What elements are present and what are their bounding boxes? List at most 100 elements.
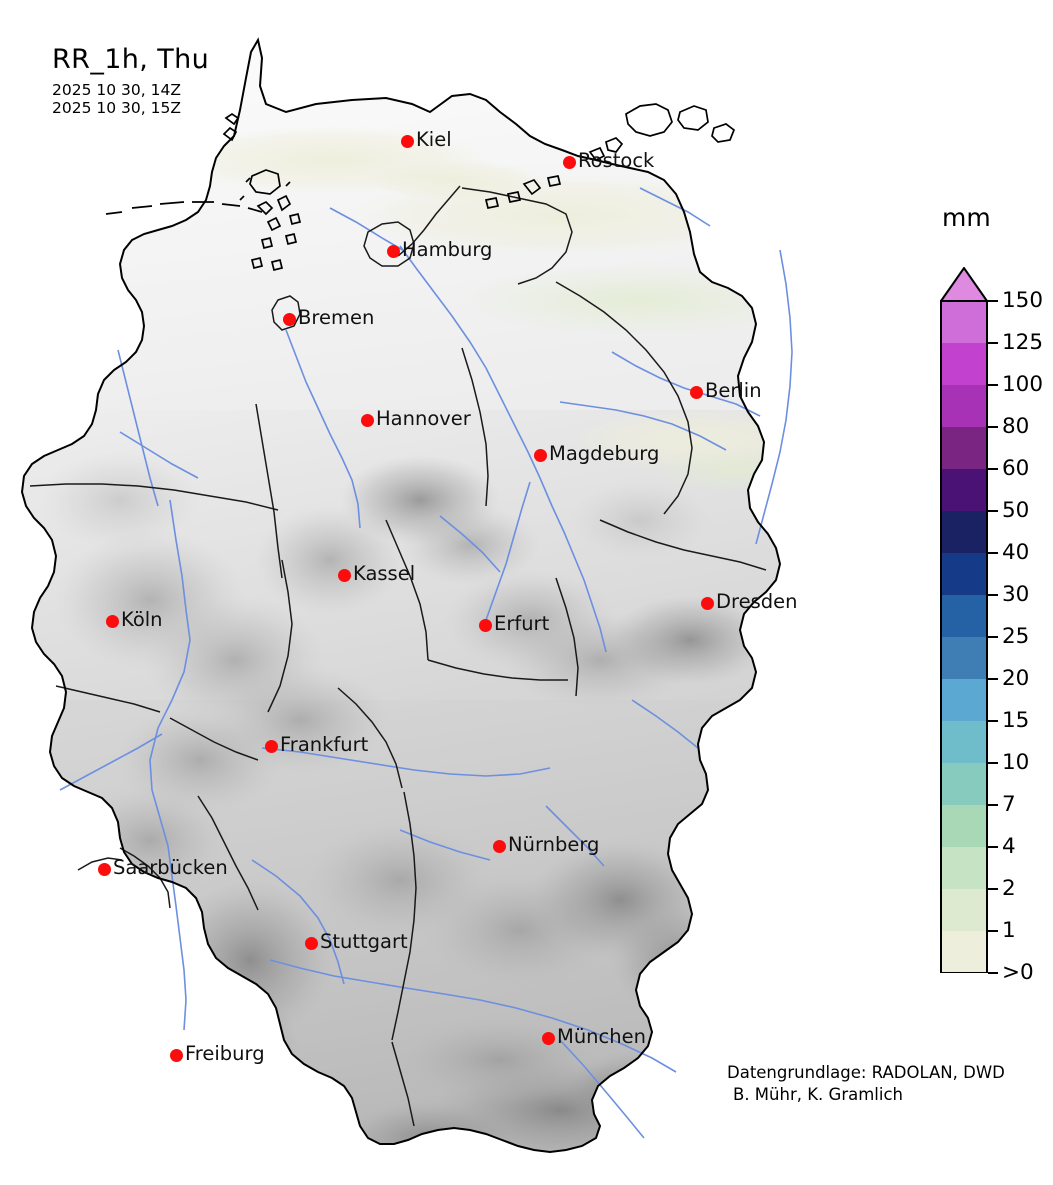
city-label: Erfurt xyxy=(494,612,550,635)
city-label: München xyxy=(557,1025,646,1048)
city-label: Dresden xyxy=(716,590,798,613)
colorbar[interactable]: mm 150 125 100 80 60 50 40 30 25 20 15 10 7 4 2 1 >0 xyxy=(938,203,1053,983)
timestamp-start: 2025 10 30, 14Z xyxy=(52,81,181,99)
colorbar-band xyxy=(941,427,987,469)
city-dot-icon xyxy=(169,1048,183,1062)
colorbar-tick-label: 10 xyxy=(1002,750,1030,776)
city-dot-icon xyxy=(97,862,111,876)
colorbar-band xyxy=(941,301,987,343)
colorbar-ticks: 150 125 100 80 60 50 40 30 25 20 15 10 7 4 2 1 >0 xyxy=(988,267,1052,983)
city-label: Magdeburg xyxy=(549,442,660,465)
colorbar-band xyxy=(941,343,987,385)
colorbar-tick-mark xyxy=(988,468,998,470)
city-label: Hannover xyxy=(376,407,471,430)
colorbar-tick-mark xyxy=(988,888,998,890)
colorbar-band xyxy=(941,385,987,427)
city-dot-icon xyxy=(400,134,414,148)
colorbar-tick-label: 25 xyxy=(1002,624,1030,650)
city-dot-icon xyxy=(337,568,351,582)
city-label: Rostock xyxy=(578,149,655,172)
colorbar-band xyxy=(941,847,987,889)
colorbar-tick-label: 2 xyxy=(1002,876,1016,902)
colorbar-unit-label: mm xyxy=(942,203,991,232)
colorbar-tick-label: 30 xyxy=(1002,582,1030,608)
city-dot-icon xyxy=(360,413,374,427)
city-label: Frankfurt xyxy=(280,733,369,756)
colorbar-band xyxy=(941,931,987,973)
city-dot-icon xyxy=(478,618,492,632)
city-dot-icon xyxy=(689,385,703,399)
colorbar-band xyxy=(941,763,987,805)
colorbar-tick-mark xyxy=(988,762,998,764)
colorbar-tick-mark xyxy=(988,552,998,554)
colorbar-tick-label: >0 xyxy=(1002,960,1034,986)
title-block: RR_1h, Thu 2025 10 30, 14Z 2025 10 30, 1… xyxy=(52,46,209,118)
colorbar-band xyxy=(941,511,987,553)
timestamp-block: 2025 10 30, 14Z 2025 10 30, 15Z xyxy=(52,81,209,118)
colorbar-tick-label: 15 xyxy=(1002,708,1030,734)
city-dot-icon xyxy=(105,614,119,628)
city-dot-icon xyxy=(492,839,506,853)
city-label: Hamburg xyxy=(402,238,493,261)
city-dot-icon xyxy=(562,155,576,169)
colorbar-tick-mark xyxy=(988,972,998,974)
colorbar-band xyxy=(941,595,987,637)
colorbar-tick-mark xyxy=(988,342,998,344)
city-dot-icon xyxy=(282,312,296,326)
city-dot-icon xyxy=(700,596,714,610)
colorbar-tick-mark xyxy=(988,594,998,596)
colorbar-tick-label: 50 xyxy=(1002,498,1030,524)
state-borders-layer xyxy=(29,185,767,1127)
city-dot-icon xyxy=(304,936,318,950)
city-label: Nürnberg xyxy=(508,833,600,856)
colorbar-tick-label: 40 xyxy=(1002,540,1030,566)
credit-source: Datengrundlage: RADOLAN, DWD xyxy=(727,1063,1005,1082)
colorbar-band xyxy=(941,469,987,511)
colorbar-svg xyxy=(940,267,988,973)
city-label: Saarbücken xyxy=(113,856,228,879)
colorbar-band xyxy=(941,637,987,679)
city-dot-icon xyxy=(541,1031,555,1045)
colorbar-extend-arrow xyxy=(940,267,988,302)
city-label: Berlin xyxy=(705,379,762,402)
colorbar-tick-mark xyxy=(988,636,998,638)
city-label: Köln xyxy=(121,608,163,631)
credits-block: Datengrundlage: RADOLAN, DWD B. Mühr, K.… xyxy=(727,1062,1005,1107)
colorbar-bands xyxy=(940,267,988,973)
colorbar-tick-mark xyxy=(988,426,998,428)
timestamp-end: 2025 10 30, 15Z xyxy=(52,98,181,117)
colorbar-tick-label: 150 xyxy=(1002,288,1044,314)
colorbar-band xyxy=(941,721,987,763)
colorbar-tick-label: 100 xyxy=(1002,372,1044,398)
colorbar-tick-label: 125 xyxy=(1002,330,1044,356)
colorbar-tick-label: 60 xyxy=(1002,456,1030,482)
rivers-layer xyxy=(59,187,793,1139)
colorbar-band xyxy=(941,679,987,721)
colorbar-tick-label: 80 xyxy=(1002,414,1030,440)
city-dot-icon xyxy=(386,244,400,258)
colorbar-tick-mark xyxy=(988,846,998,848)
colorbar-gradient[interactable] xyxy=(940,267,988,973)
colorbar-tick-label: 1 xyxy=(1002,918,1016,944)
colorbar-tick-mark xyxy=(988,510,998,512)
city-label: Bremen xyxy=(298,306,375,329)
city-label: Freiburg xyxy=(185,1042,265,1065)
colorbar-tick-mark xyxy=(988,930,998,932)
city-label: Kiel xyxy=(416,128,452,151)
credit-authors: B. Mühr, K. Gramlich xyxy=(733,1085,903,1105)
colorbar-tick-label: 20 xyxy=(1002,666,1030,692)
colorbar-tick-mark xyxy=(988,300,998,302)
colorbar-band xyxy=(941,805,987,847)
colorbar-tick-mark xyxy=(988,384,998,386)
city-dot-icon xyxy=(264,739,278,753)
colorbar-tick-label: 4 xyxy=(1002,834,1016,860)
colorbar-band xyxy=(941,553,987,595)
city-dot-icon xyxy=(533,448,547,462)
map-canvas[interactable]: Kiel Rostock Hamburg Bremen Berlin Hannover Ma… xyxy=(0,0,920,1185)
country-outline xyxy=(20,37,782,1154)
colorbar-tick-mark xyxy=(988,678,998,680)
city-label: Stuttgart xyxy=(320,930,408,953)
colorbar-tick-mark xyxy=(988,720,998,722)
colorbar-frame xyxy=(940,300,988,973)
